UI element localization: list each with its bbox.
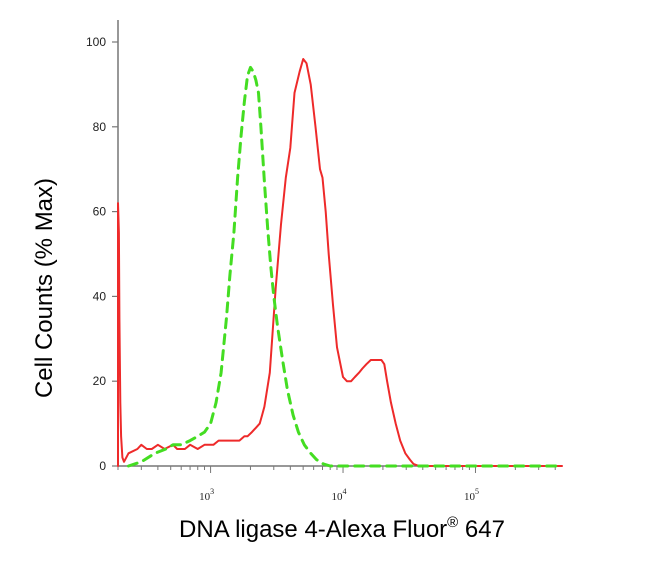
x-axis-title-main: DNA ligase 4-Alexa Fluor (179, 516, 447, 543)
series-line-dashed-green (127, 65, 564, 468)
x-tick-label-exponent: 5 (475, 487, 479, 496)
x-axis-title: DNA ligase 4-Alexa Fluor® 647 (179, 514, 505, 543)
x-ticks: 103 104 105 (117, 466, 556, 503)
y-tick-label: 0 (99, 459, 106, 473)
x-tick-label-base: 10 (332, 491, 344, 503)
x-tick-label-exponent: 4 (343, 487, 347, 496)
y-tick-label: 80 (93, 120, 107, 134)
y-tick-label: 20 (93, 374, 107, 388)
registered-mark: ® (447, 514, 458, 531)
series-line-solid-red (117, 58, 563, 467)
x-tick-label-base: 10 (464, 491, 476, 503)
x-tick-label: 104 (332, 487, 347, 503)
x-tick-label-base: 10 (199, 491, 211, 503)
y-ticks: 0 20 40 60 80 100 (86, 35, 118, 473)
x-tick-label-exponent: 3 (210, 487, 214, 496)
y-tick-label: 40 (93, 289, 107, 303)
y-tick-label: 100 (86, 35, 106, 49)
y-axis-title: Cell Counts (% Max) (31, 178, 58, 398)
x-axis-title-suffix: 647 (458, 516, 505, 543)
x-tick-label: 103 (199, 487, 214, 503)
y-tick-label: 60 (93, 205, 107, 219)
x-tick-label: 105 (464, 487, 479, 503)
data-series (117, 58, 564, 468)
